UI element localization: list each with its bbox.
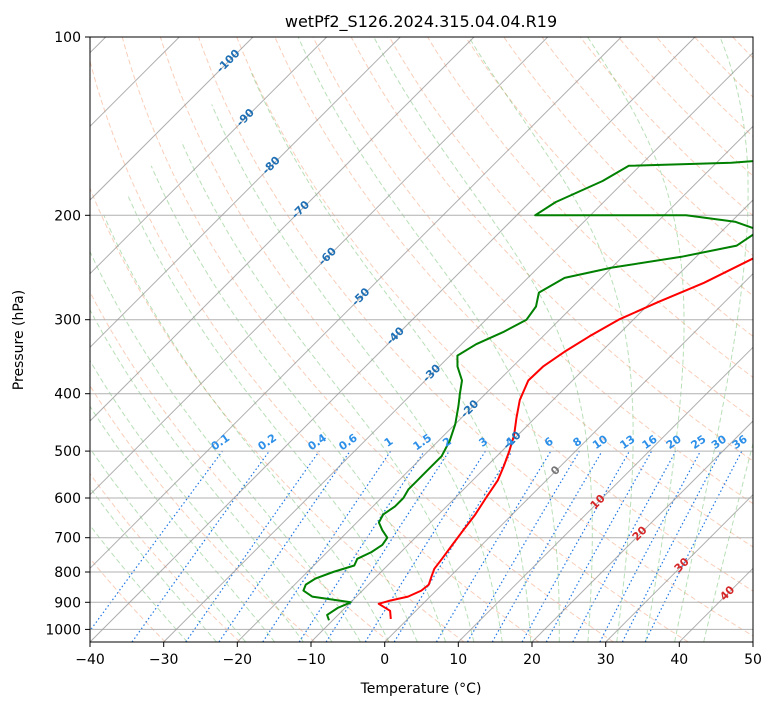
y-tick-label: 100	[54, 30, 81, 46]
isotherm-line	[163, 51, 753, 642]
chart-title: wetPf2_S126.2024.315.04.04.R19	[285, 12, 557, 32]
moist-adiabat-line	[90, 447, 247, 642]
mixing-ratio-lines	[90, 450, 743, 642]
dry-adiabat-line	[90, 187, 465, 642]
moist-adiabat-line	[150, 165, 447, 642]
pressure-gridlines	[90, 37, 753, 630]
moist-adiabat-line	[251, 72, 532, 642]
x-tick-label: −20	[223, 652, 253, 668]
dry-adiabat-line	[236, 37, 753, 592]
moist-adiabat-line	[90, 486, 217, 642]
y-tick-label: 700	[54, 531, 81, 547]
isotherm-line	[605, 493, 753, 642]
dry-adiabat-line	[312, 37, 753, 505]
x-tick-label: 50	[744, 652, 762, 668]
moist-adiabat-line	[90, 359, 304, 642]
dry-adiabat-line	[197, 37, 753, 637]
mixing-ratio-line	[545, 450, 653, 642]
mixing-ratio-line	[185, 450, 320, 642]
isotherm-line	[90, 37, 696, 642]
isotherm-line	[90, 37, 254, 201]
dry-adiabat-line	[90, 557, 166, 642]
dry-adiabat-line	[90, 384, 316, 642]
mixing-ratio-line	[325, 450, 450, 642]
mixing-ratio-line	[393, 450, 513, 642]
x-tick-label: −40	[75, 652, 105, 668]
mixing-ratio-line	[218, 450, 351, 642]
x-tick-label: 30	[597, 652, 615, 668]
moist-adiabats	[90, 37, 753, 642]
x-tick-label: 0	[380, 652, 389, 668]
dry-adiabat-line	[90, 291, 390, 642]
y-axis-label: Pressure (hPa)	[11, 290, 27, 390]
moist-adiabat-line	[373, 37, 593, 642]
dry-adiabat-line	[274, 37, 753, 548]
isotherm-line	[90, 37, 401, 349]
moist-adiabat-line	[90, 250, 362, 642]
mixing-ratio-line	[262, 450, 392, 642]
isotherm-line	[310, 199, 753, 642]
isotherm-line	[90, 37, 475, 422]
moist-adiabat-line	[674, 37, 749, 642]
y-tick-label: 200	[54, 208, 81, 224]
y-tick-label: 600	[54, 491, 81, 507]
moist-adiabat-line	[90, 405, 276, 642]
x-axis-label: Temperature (°C)	[360, 681, 482, 697]
isotherm-line	[531, 420, 753, 642]
dry-adiabat-line	[465, 37, 753, 337]
isotherm-line	[384, 272, 753, 642]
moist-adiabat-line	[587, 37, 685, 642]
y-tick-label: 1000	[45, 622, 81, 638]
moist-adiabat-line	[211, 104, 503, 642]
dewpoint-profile-line	[302, 160, 753, 621]
dry-adiabat-line	[121, 37, 614, 642]
dry-adiabats	[90, 37, 753, 642]
isotherm-line	[457, 346, 753, 642]
mixing-ratio-line	[298, 450, 425, 642]
plot-area: -100-90-80-70-60-50-40-30-20-10010203040…	[90, 37, 753, 642]
mixing-ratio-line	[131, 450, 270, 642]
x-tick-label: −10	[296, 652, 326, 668]
x-tick-label: −30	[149, 652, 179, 668]
moist-adiabat-line	[703, 441, 753, 642]
isotherm-line	[236, 125, 753, 642]
mixing-ratio-line	[572, 450, 677, 642]
x-tick-label: 40	[670, 652, 688, 668]
skewed-isotherms	[90, 37, 753, 642]
mixing-ratio-line	[644, 450, 743, 642]
y-tick-label: 500	[54, 444, 81, 460]
y-axis-ticks: 100 200 300 400 500 600 700 800 900 1000	[45, 30, 90, 638]
mixing-ratio-line	[521, 450, 631, 642]
plot-frame	[89, 36, 754, 643]
x-tick-label: 20	[523, 652, 541, 668]
isotherm-line	[90, 37, 328, 275]
moist-adiabat-line	[90, 308, 333, 642]
moist-adiabat-line	[90, 524, 188, 642]
y-tick-label: 900	[54, 595, 81, 611]
x-axis-ticks: −40 −30 −20 −10 0 10 20 30 40 50	[75, 642, 762, 668]
y-tick-label: 400	[54, 387, 81, 403]
dry-adiabat-line	[388, 37, 753, 420]
profile-lines	[302, 160, 753, 621]
x-tick-label: 10	[449, 652, 467, 668]
moist-adiabat-line	[127, 195, 418, 642]
isotherm-line	[90, 37, 622, 570]
temperature-profile-line	[377, 257, 753, 619]
moist-adiabat-line	[103, 215, 390, 642]
y-tick-label: 300	[54, 313, 81, 329]
dry-adiabat-line	[90, 472, 241, 642]
isotherm-line	[90, 37, 549, 496]
mixing-ratio-line	[90, 450, 223, 632]
dry-adiabat-line	[159, 37, 689, 642]
y-tick-label: 800	[54, 565, 81, 581]
